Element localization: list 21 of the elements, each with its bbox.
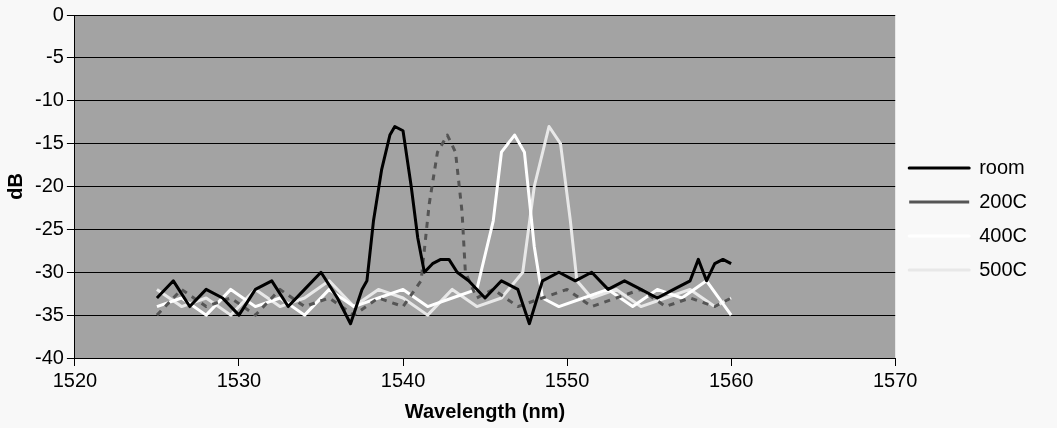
legend-label: 500C bbox=[979, 257, 1027, 280]
legend-label: 200C bbox=[979, 189, 1027, 212]
y-tick-label: -15 bbox=[35, 131, 64, 154]
y-tick-label: -5 bbox=[46, 45, 64, 68]
y-tick-label: -35 bbox=[35, 302, 64, 325]
x-tick-label: 1550 bbox=[544, 368, 590, 391]
y-tick-label: 0 bbox=[52, 2, 64, 25]
x-axis-title: Wavelength (nm) bbox=[404, 399, 566, 422]
y-axis-title: dB bbox=[3, 173, 26, 200]
legend-label: room bbox=[979, 155, 1025, 178]
y-tick-label: -40 bbox=[35, 345, 64, 368]
y-tick-label: -10 bbox=[35, 88, 64, 111]
legend-label: 400C bbox=[979, 223, 1027, 246]
x-tick-label: 1560 bbox=[708, 368, 754, 391]
x-tick-label: 1520 bbox=[52, 368, 98, 391]
x-tick-label: 1570 bbox=[872, 368, 918, 391]
x-tick-label: 1530 bbox=[216, 368, 262, 391]
y-tick-label: -30 bbox=[35, 259, 64, 282]
x-tick-label: 1540 bbox=[380, 368, 426, 391]
y-tick-label: -25 bbox=[35, 216, 64, 239]
y-tick-label: -20 bbox=[35, 174, 64, 197]
